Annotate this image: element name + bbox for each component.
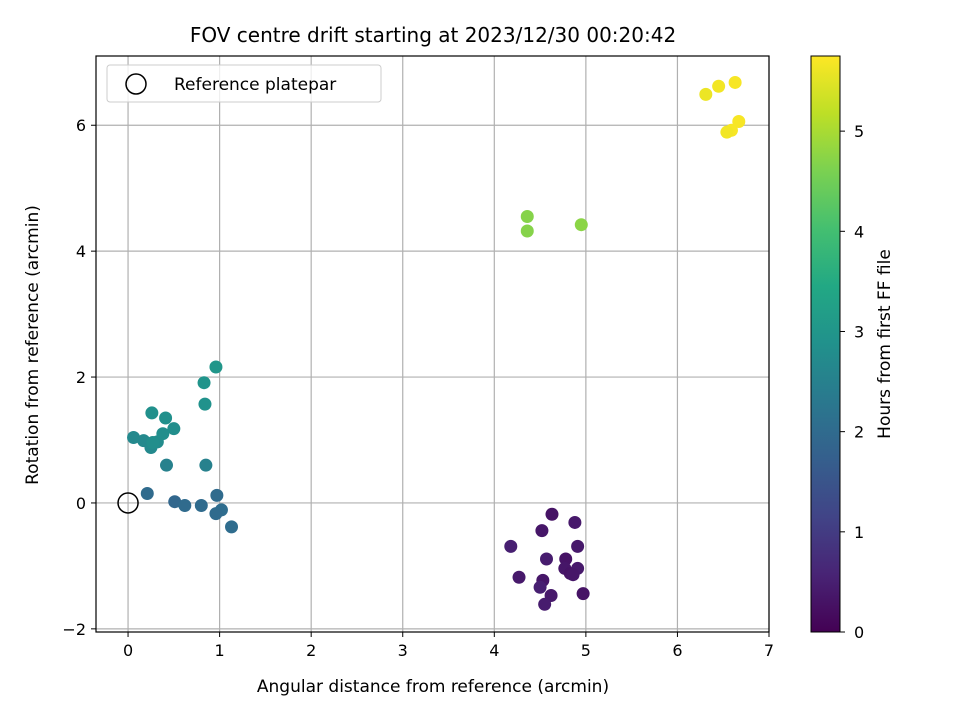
- data-point: [197, 376, 211, 390]
- plot-area: 0 1 2 3 4 5 6 7 −2 0 2 4 6: [62, 55, 774, 660]
- colorbar-tick-label: 1: [854, 523, 864, 542]
- data-point: [566, 568, 580, 582]
- data-point: [160, 458, 174, 472]
- data-point: [535, 524, 549, 538]
- data-point: [145, 406, 159, 420]
- x-tick-label: 5: [581, 641, 591, 660]
- data-point: [156, 427, 170, 441]
- x-tick-label: 3: [398, 641, 408, 660]
- data-point: [512, 570, 526, 584]
- legend-box: [106, 64, 382, 103]
- data-point: [545, 507, 559, 521]
- colorbar-tick-label: 2: [854, 423, 864, 442]
- colorbar-gradient: [810, 55, 841, 633]
- colorbar-label: Hours from first FF file: [875, 249, 895, 439]
- x-tick-label: 4: [489, 641, 499, 660]
- x-axis-label: Angular distance from reference (arcmin): [257, 677, 609, 697]
- data-point: [574, 218, 588, 232]
- y-tick-label: 6: [76, 116, 86, 135]
- data-point: [198, 397, 212, 411]
- data-point: [539, 552, 553, 566]
- colorbar-tick-label: 5: [854, 122, 864, 141]
- y-tick-label: 0: [76, 494, 86, 513]
- data-point: [167, 422, 181, 436]
- data-point: [225, 520, 239, 534]
- data-point: [140, 487, 154, 501]
- x-tick-label: 1: [215, 641, 225, 660]
- data-point: [728, 75, 742, 89]
- legend-label: Reference platepar: [174, 75, 336, 95]
- data-point: [159, 411, 173, 425]
- data-point: [520, 210, 534, 224]
- data-point: [712, 79, 726, 93]
- data-point: [194, 498, 208, 512]
- data-point: [209, 507, 223, 521]
- y-axis-label: Rotation from reference (arcmin): [23, 205, 43, 485]
- data-point: [199, 458, 213, 472]
- x-tick-label: 0: [123, 641, 133, 660]
- x-axis-ticks: 0 1 2 3 4 5 6 7: [123, 632, 774, 660]
- data-point: [146, 436, 160, 450]
- data-point: [127, 430, 141, 444]
- data-point: [178, 498, 192, 512]
- colorbar: 0 1 2 3 4 5 Hours from first FF file: [810, 55, 895, 642]
- x-tick-label: 6: [672, 641, 682, 660]
- colorbar-ticks: 0 1 2 3 4 5: [840, 122, 864, 642]
- y-tick-label: 2: [76, 368, 86, 387]
- colorbar-tick-label: 3: [854, 322, 864, 341]
- data-point: [732, 114, 746, 128]
- y-axis-ticks: −2 0 2 4 6: [62, 116, 96, 639]
- axes-frame: [95, 55, 770, 633]
- data-point: [699, 87, 713, 101]
- data-points: [117, 75, 746, 611]
- data-point: [571, 539, 585, 553]
- chart-title: FOV centre drift starting at 2023/12/30 …: [190, 23, 676, 47]
- x-tick-label: 2: [306, 641, 316, 660]
- data-point: [538, 597, 552, 611]
- data-point: [520, 224, 534, 238]
- colorbar-tick-label: 0: [854, 623, 864, 642]
- legend-reference-marker: [125, 73, 147, 95]
- y-tick-label: 4: [76, 242, 86, 261]
- data-point: [720, 125, 734, 139]
- colorbar-tick-label: 4: [854, 222, 864, 241]
- data-point: [559, 552, 573, 566]
- data-point: [168, 495, 182, 509]
- data-point: [210, 488, 224, 502]
- data-point: [568, 515, 582, 529]
- x-tick-label: 7: [764, 641, 774, 660]
- data-point: [576, 587, 590, 601]
- y-tick-label: −2: [62, 620, 86, 639]
- reference-platepar-marker: [117, 492, 139, 514]
- data-point: [533, 580, 547, 594]
- legend: Reference platepar: [106, 64, 382, 103]
- data-point: [504, 539, 518, 553]
- data-point: [209, 360, 223, 374]
